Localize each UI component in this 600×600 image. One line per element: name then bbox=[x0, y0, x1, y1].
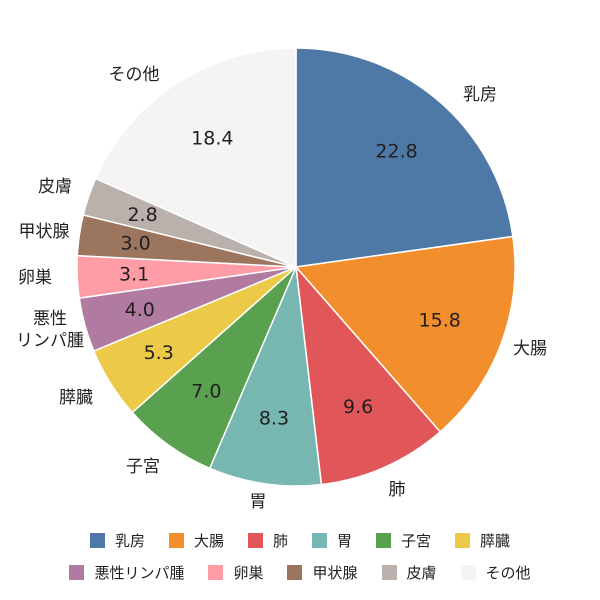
legend-swatch bbox=[168, 533, 184, 548]
legend-swatch bbox=[312, 533, 327, 548]
slice-value-label: 2.8 bbox=[127, 204, 157, 226]
legend-item-colon[interactable]: 大腸 bbox=[168, 530, 224, 551]
slice-category-label: 膵臓 bbox=[59, 388, 93, 408]
slice-category-label: 皮膚 bbox=[38, 177, 72, 197]
legend-swatch bbox=[247, 533, 263, 548]
slice-value-label: 5.3 bbox=[144, 342, 174, 364]
slice-category-label: 大腸 bbox=[513, 339, 547, 359]
pie-slices bbox=[76, 47, 516, 487]
slice-value-label: 3.1 bbox=[119, 263, 149, 285]
legend-swatch bbox=[208, 565, 224, 580]
slice-value-label: 7.0 bbox=[191, 380, 221, 402]
pie-slice[interactable] bbox=[208, 264, 323, 487]
legend-swatch bbox=[287, 565, 303, 580]
legend-item-uterus[interactable]: 子宮 bbox=[376, 530, 431, 551]
legend-item-pancreas[interactable]: 膵臓 bbox=[455, 530, 510, 551]
legend-label: 大腸 bbox=[193, 532, 224, 550]
legend-swatch bbox=[69, 565, 85, 580]
legend-item-breast[interactable]: 乳房 bbox=[89, 530, 145, 551]
legend-item-thyroid[interactable]: 甲状腺 bbox=[287, 562, 358, 583]
slice-category-label: 卵巣 bbox=[18, 268, 52, 288]
legend-row-1: 乳房 大腸 肺 胃 子宮 膵臓 bbox=[0, 530, 600, 551]
slice-value-label: 9.6 bbox=[343, 396, 373, 418]
legend-label: 甲状腺 bbox=[312, 564, 358, 582]
slice-category-label: その他 bbox=[109, 65, 160, 85]
pie-slice[interactable] bbox=[294, 264, 442, 486]
pie-slice[interactable] bbox=[94, 47, 297, 269]
legend-swatch bbox=[89, 533, 105, 548]
slice-category-label: 悪性リンパ腫 bbox=[16, 309, 84, 351]
legend-label: 肺 bbox=[272, 532, 288, 550]
slice-category-label: 甲状腺 bbox=[19, 222, 70, 242]
slice-value-label: 18.4 bbox=[191, 128, 233, 150]
legend-label: 膵臓 bbox=[480, 532, 511, 550]
legend-label: 卵巣 bbox=[233, 564, 264, 582]
legend-item-skin[interactable]: 皮膚 bbox=[381, 562, 437, 583]
legend-label: 乳房 bbox=[114, 532, 145, 550]
pie-slice[interactable] bbox=[295, 47, 514, 268]
value-labels: 22.8 15.8 9.6 8.3 7.0 5.3 4.0 3.1 3.0 2.8 18.4 bbox=[119, 128, 461, 430]
legend-label: 胃 bbox=[337, 532, 353, 550]
slice-value-label: 22.8 bbox=[375, 140, 417, 162]
legend-label: 悪性リンパ腫 bbox=[94, 564, 185, 582]
slice-value-label: 4.0 bbox=[125, 299, 155, 321]
slice-value-label: 8.3 bbox=[259, 408, 289, 430]
legend-row-2: 悪性リンパ腫 卵巣 甲状腺 皮膚 その他 bbox=[0, 562, 600, 583]
slice-value-label: 15.8 bbox=[419, 309, 461, 331]
slice-category-label: 乳房 bbox=[463, 85, 497, 105]
legend-item-other[interactable]: その他 bbox=[460, 562, 531, 583]
legend-item-lung[interactable]: 肺 bbox=[247, 530, 288, 551]
legend-label: 子宮 bbox=[401, 532, 432, 550]
legend-item-stomach[interactable]: 胃 bbox=[312, 530, 352, 551]
legend-swatch bbox=[376, 533, 392, 548]
legend-label: その他 bbox=[485, 564, 531, 582]
pie-slice[interactable] bbox=[294, 235, 516, 433]
legend-label: 皮膚 bbox=[406, 564, 437, 582]
slice-category-label: 胃 bbox=[250, 492, 267, 512]
legend-swatch bbox=[460, 565, 476, 580]
slice-category-label: 子宮 bbox=[126, 457, 160, 477]
legend-item-lymphoma[interactable]: 悪性リンパ腫 bbox=[69, 562, 184, 583]
legend-swatch bbox=[381, 565, 397, 580]
legend-swatch bbox=[455, 533, 471, 548]
legend-item-ovary[interactable]: 卵巣 bbox=[208, 562, 263, 583]
slice-value-label: 3.0 bbox=[121, 232, 151, 254]
slice-category-label: 肺 bbox=[389, 480, 406, 500]
